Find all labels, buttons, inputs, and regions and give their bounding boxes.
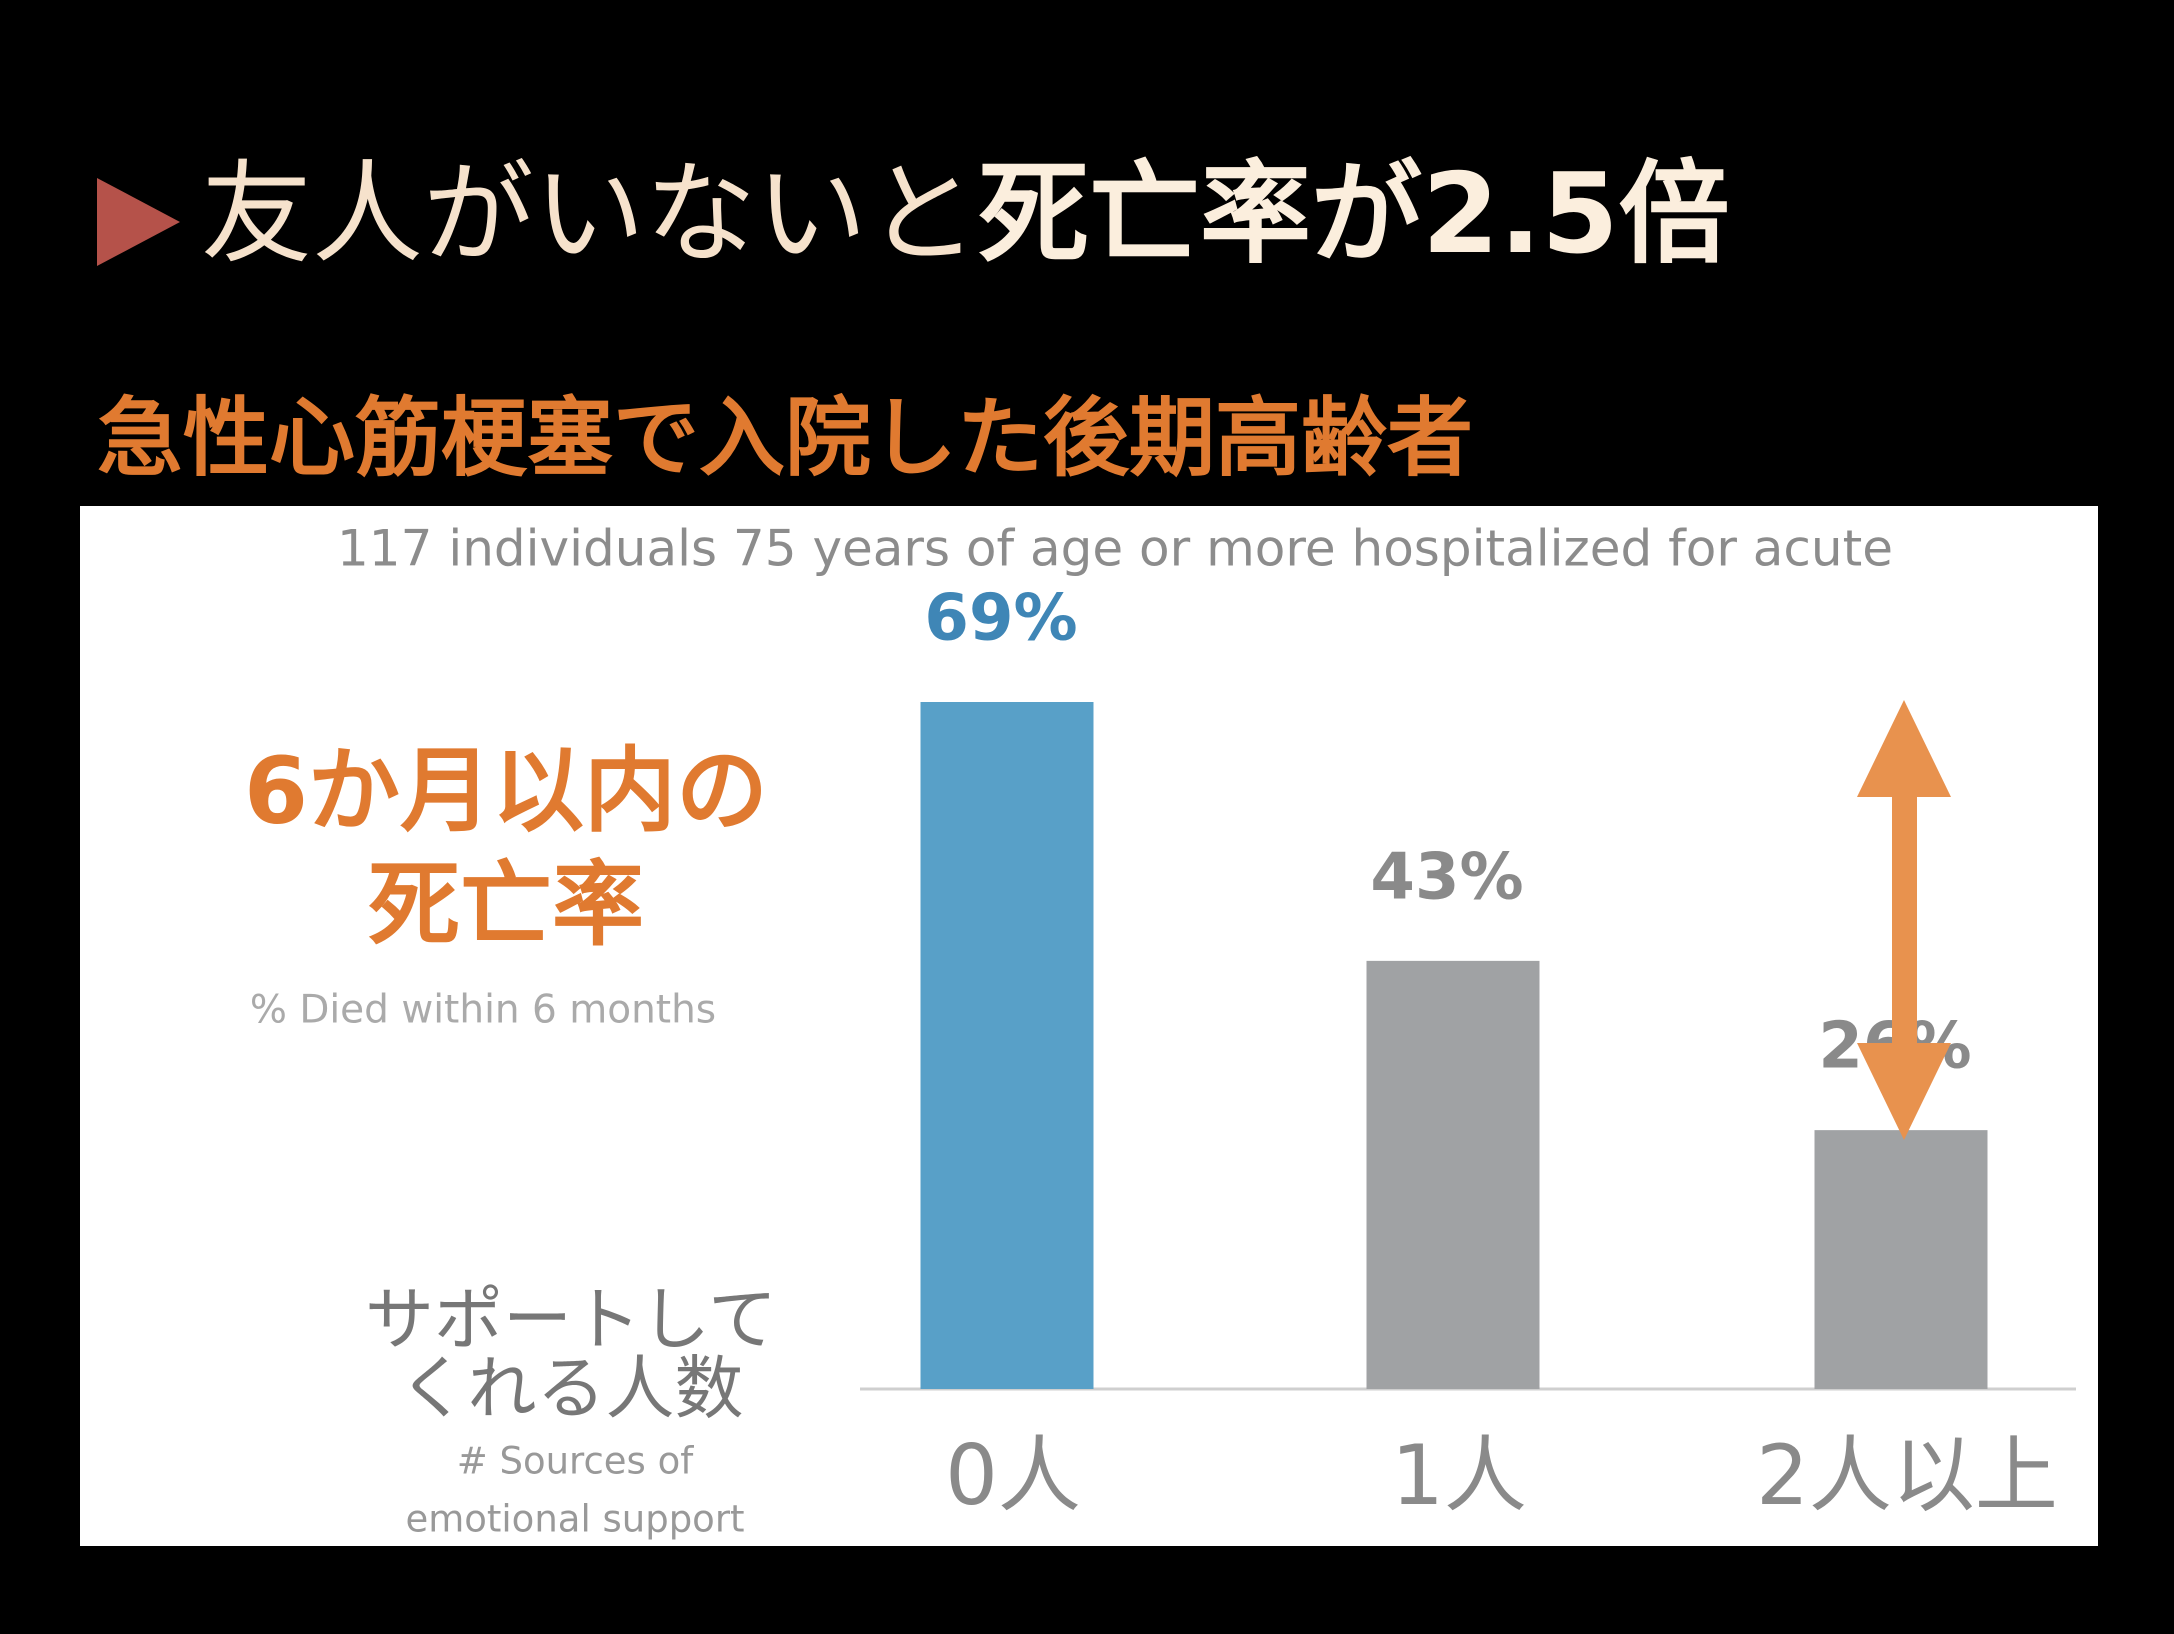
bar [1366, 960, 1540, 1389]
title-prefix: 友人がいないと [201, 150, 978, 279]
slide-title: 友人がいないと死亡率が2.5倍 [201, 150, 1730, 279]
x-tick-label: 0人 [945, 1427, 1081, 1524]
chart-note: 117 individuals 75 years of age or more … [337, 520, 1893, 578]
x-label-en: # Sources of [457, 1440, 695, 1483]
x-tick-label: 2人以上 [1756, 1427, 2058, 1524]
y-label: 死亡率 [368, 851, 644, 958]
y-label-en: % Died within 6 months [250, 988, 716, 1033]
bar [1814, 1130, 1988, 1389]
x-label: くれる人数 [399, 1349, 744, 1429]
value-label: 43% [1370, 840, 1523, 914]
value-label: 69% [924, 582, 1077, 656]
arrow-head [1857, 700, 1951, 797]
y-label: 6か月以内の [244, 737, 768, 844]
x-tick-label: 1人 [1391, 1427, 1527, 1524]
arrow-head [1857, 1043, 1951, 1140]
bar [920, 702, 1094, 1389]
title-emphasis: 死亡率が2.5倍 [978, 150, 1730, 279]
arrow-shaft [1892, 790, 1917, 1050]
x-label-en: emotional support [405, 1498, 744, 1541]
title-bullet [97, 178, 180, 266]
slide-subtitle: 急性心筋梗塞で入院した後期高齢者 [97, 388, 1473, 488]
difference-arrow [1857, 700, 1951, 1140]
x-label: サポートして [365, 1280, 777, 1360]
